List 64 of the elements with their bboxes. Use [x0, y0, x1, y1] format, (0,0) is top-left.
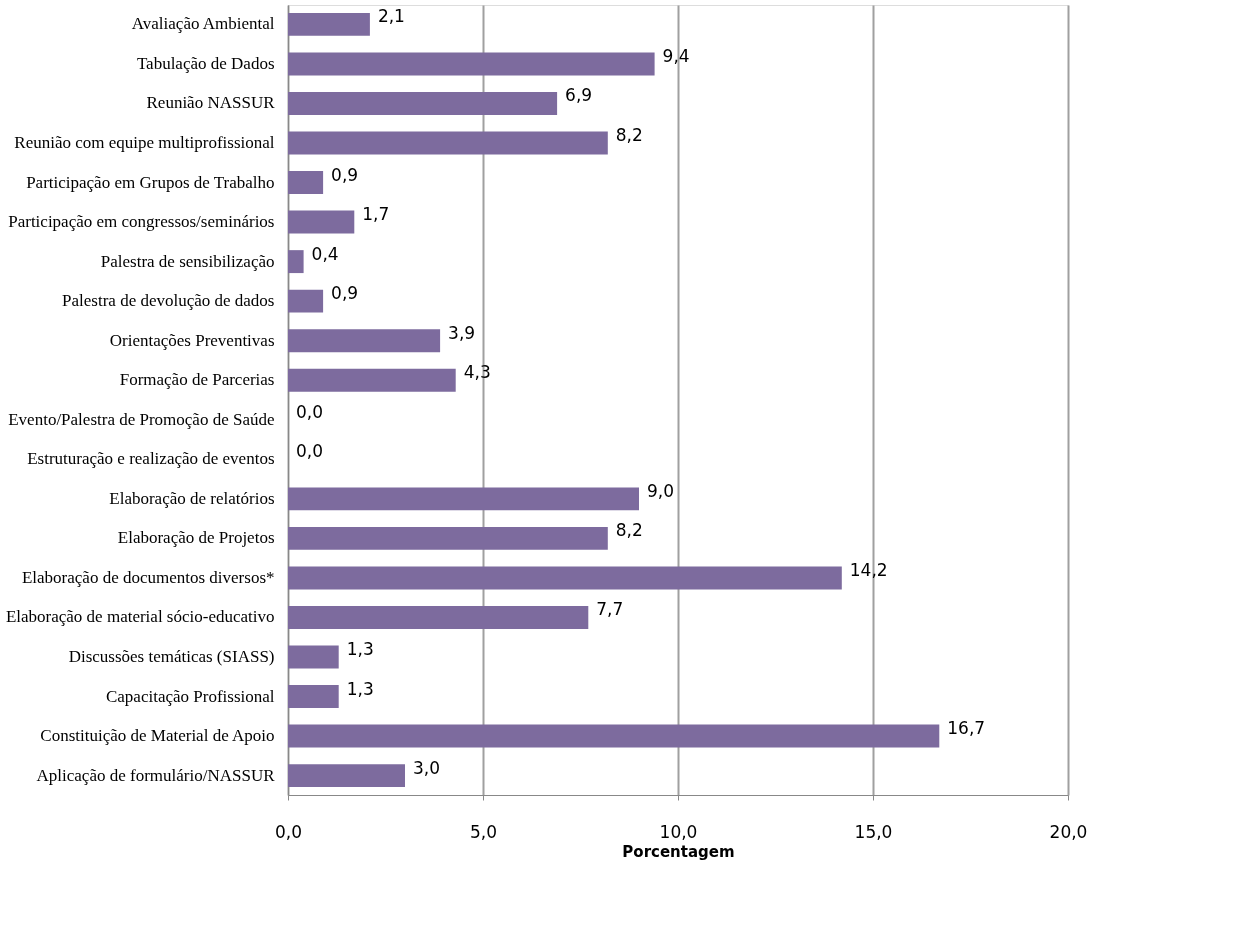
bar: [288, 210, 355, 234]
bar: [288, 566, 842, 590]
data-label: 0,0: [296, 401, 324, 422]
y-tick-label: Palestra de sensibilização: [100, 251, 275, 271]
data-label: 8,2: [615, 124, 643, 145]
bar: [288, 91, 558, 115]
data-label: 16,7: [947, 718, 986, 739]
x-tick-label: 0,0: [274, 821, 303, 842]
y-tick-label: Aplicação de formulário/NASSUR: [36, 765, 276, 785]
data-label: 4,3: [463, 362, 491, 383]
bar: [288, 685, 339, 709]
bar: [288, 329, 441, 353]
y-tick-label: Tabulação de Dados: [136, 53, 275, 73]
y-tick-label: Elaboração de material sócio-educativo: [5, 607, 275, 627]
x-axis-title: Porcentagem: [622, 842, 735, 861]
bar: [288, 526, 608, 550]
y-tick-label: Elaboração de relatórios: [109, 488, 275, 508]
data-label: 0,9: [331, 164, 359, 185]
y-tick-label: Estruturação e realização de eventos: [27, 449, 275, 469]
y-tick-label: Constituição de Material de Apoio: [40, 726, 275, 746]
y-tick-label: Participação em Grupos de Trabalho: [26, 172, 275, 192]
bar: [288, 12, 370, 36]
y-tick-label: Reunião NASSUR: [146, 93, 276, 113]
bar: [288, 250, 304, 274]
data-label: 2,1: [377, 6, 405, 27]
bar: [288, 606, 589, 629]
data-label: 9,4: [662, 45, 690, 66]
data-label: 0,9: [331, 283, 359, 304]
x-tick-label: 10,0: [659, 821, 698, 842]
x-tick-label: 5,0: [469, 821, 498, 842]
y-tick-label: Orientações Preventivas: [109, 330, 275, 350]
y-tick-label: Evento/Palestra de Promoção de Saúde: [8, 409, 275, 429]
bar: [288, 131, 608, 155]
data-label: 6,9: [565, 85, 593, 106]
data-label: 14,2: [849, 559, 888, 580]
bar: [288, 52, 655, 76]
data-label: 7,7: [596, 599, 624, 620]
data-label: 1,3: [346, 639, 374, 660]
x-tick-label: 15,0: [854, 821, 893, 842]
bar: [288, 645, 339, 669]
x-tick-label: 20,0: [1049, 821, 1088, 842]
data-label: 3,0: [413, 757, 441, 778]
data-label: 0,4: [311, 243, 339, 264]
data-label: 9,0: [647, 480, 675, 501]
bar: [288, 289, 324, 313]
bar: [288, 487, 639, 511]
data-label: 3,9: [448, 322, 476, 343]
y-tick-label: Elaboração de Projetos: [117, 528, 275, 548]
bar: [288, 171, 324, 194]
data-label: 1,3: [346, 678, 374, 699]
y-tick-label: Capacitação Profissional: [105, 686, 275, 706]
data-label: 1,7: [362, 204, 390, 225]
bar: [288, 724, 940, 748]
data-label: 0,0: [296, 441, 324, 462]
y-tick-label: Discussões temáticas (SIASS): [68, 647, 275, 667]
bar: [288, 368, 456, 392]
y-tick-label: Palestra de devolução de dados: [62, 291, 275, 311]
bar: [288, 764, 405, 788]
y-tick-label: Participação em congressos/seminários: [8, 212, 275, 232]
y-tick-label: Avaliação Ambiental: [131, 14, 275, 34]
y-tick-label: Elaboração de documentos diversos*: [21, 567, 275, 587]
data-label: 8,2: [615, 520, 643, 541]
y-tick-label: Reunião com equipe multiprofissional: [14, 132, 275, 152]
y-tick-label: Formação de Parcerias: [119, 370, 275, 390]
